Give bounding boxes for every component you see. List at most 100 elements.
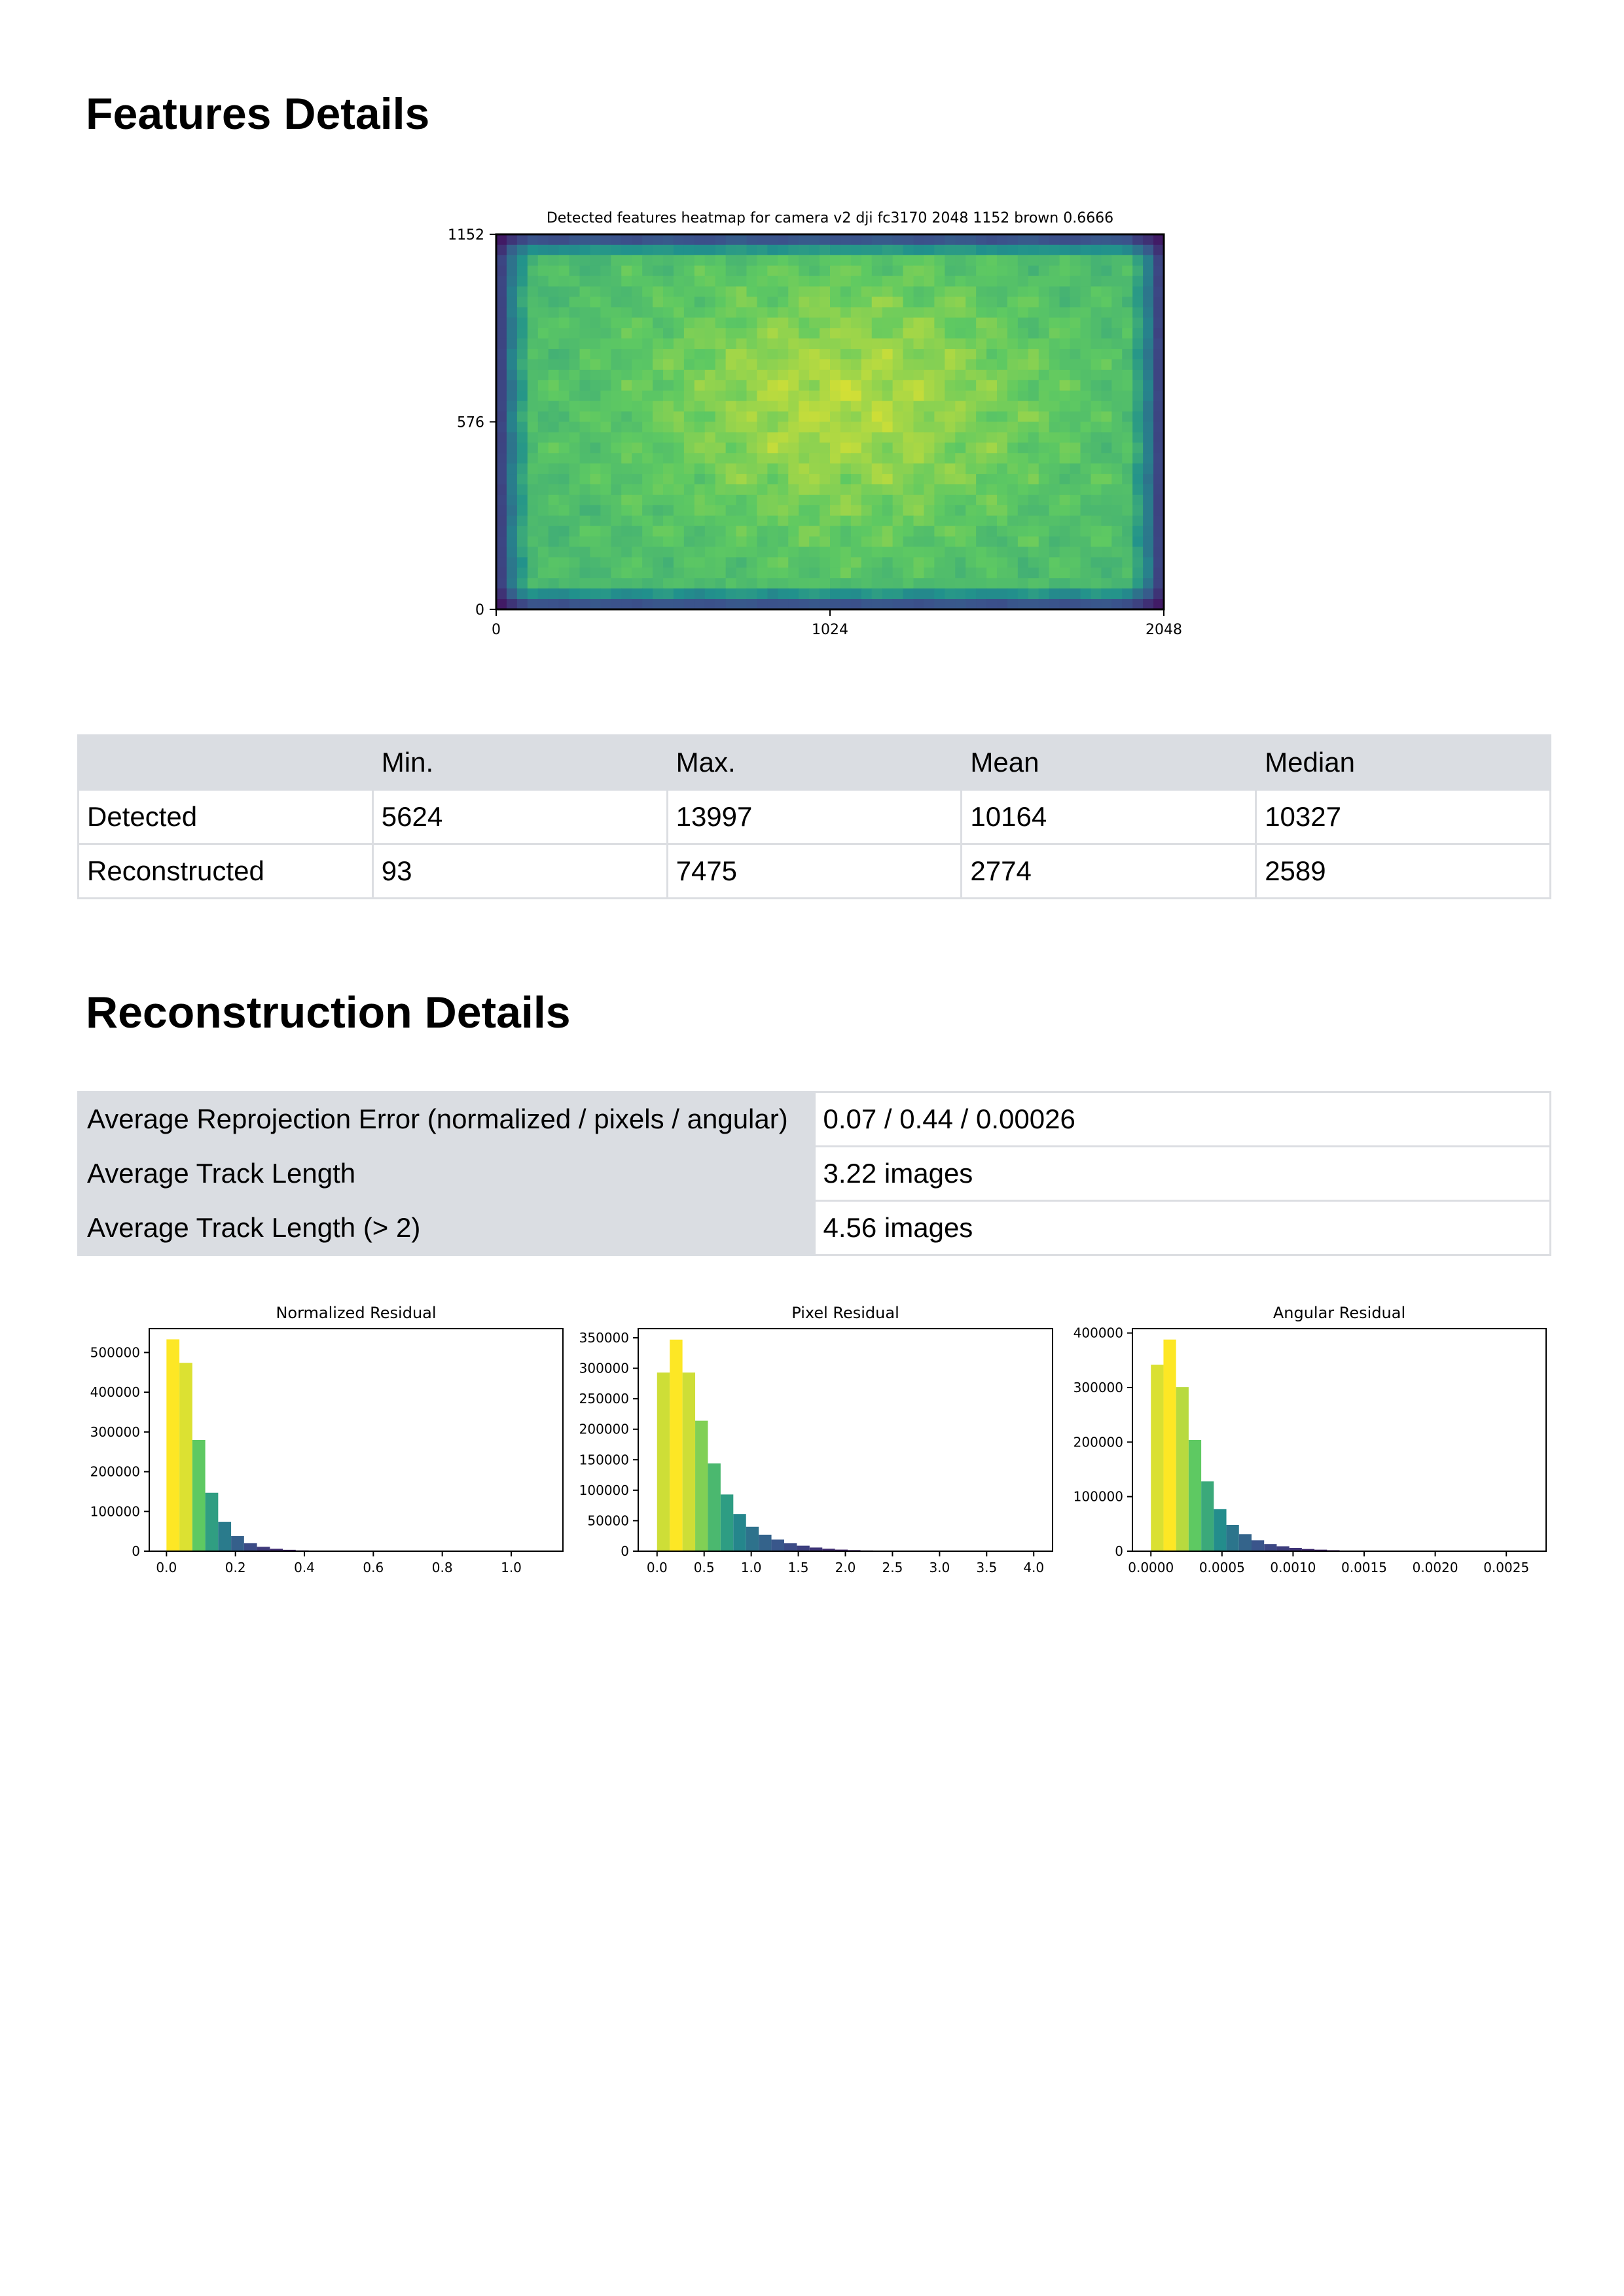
heatmap-cell: [799, 505, 810, 516]
heatmap-cell: [663, 453, 674, 464]
heatmap-cell: [1038, 578, 1050, 589]
table-header-cell: Mean: [960, 734, 1257, 791]
heatmap-cell: [788, 369, 799, 381]
heatmap-cell: [590, 422, 601, 433]
heatmap-cell: [600, 505, 611, 516]
heatmap-cell: [683, 526, 695, 537]
heatmap-cell: [1059, 442, 1071, 454]
heatmap-cell: [1059, 286, 1071, 298]
heatmap-cell: [1153, 380, 1164, 391]
heatmap-cell: [913, 317, 925, 329]
heatmap-cell: [882, 463, 893, 475]
heatmap-cell: [934, 296, 945, 308]
table-header-row: Min. Max. Mean Median: [77, 734, 1551, 791]
heatmap-cell: [934, 588, 945, 600]
heatmap-cell: [1153, 599, 1164, 610]
heatmap-cell: [1070, 276, 1081, 287]
heatmap-cell: [997, 442, 1008, 454]
heatmap-cell: [1017, 526, 1029, 537]
heatmap-cell: [882, 442, 893, 454]
heatmap-cell: [579, 338, 591, 350]
histogram-xtick-label: 0.0010: [1270, 1560, 1316, 1575]
heatmap-cell: [579, 265, 591, 277]
heatmap-cell: [820, 307, 831, 318]
heatmap-cell: [527, 359, 539, 370]
heatmap-cell: [736, 474, 748, 485]
heatmap-cell: [642, 349, 653, 360]
heatmap-cell: [632, 536, 643, 548]
heatmap-cell: [673, 234, 685, 245]
heatmap-cell: [1132, 255, 1144, 266]
heatmap-cell: [840, 442, 852, 454]
heatmap-cell: [1091, 411, 1102, 423]
heatmap-cell: [1017, 244, 1029, 256]
heatmap-cell: [757, 505, 768, 516]
heatmap-cell: [548, 526, 560, 537]
heatmap-cell: [1080, 390, 1092, 402]
heatmap-cell: [1122, 369, 1133, 381]
heatmap-cell: [1070, 380, 1081, 391]
heatmap-cell: [506, 442, 518, 454]
heatmap-cell: [882, 547, 893, 558]
heatmap-cell: [1143, 422, 1154, 433]
heatmap-cell: [704, 411, 716, 423]
heatmap-cell: [934, 255, 945, 266]
heatmap-cell: [516, 401, 528, 412]
heatmap-cell: [548, 422, 560, 433]
heatmap-cell: [840, 422, 852, 433]
heatmap-cell: [778, 276, 789, 287]
heatmap-cell: [746, 255, 758, 266]
heatmap-cell: [1007, 422, 1019, 433]
heatmap-cell: [673, 369, 685, 381]
heatmap-cell: [976, 474, 987, 485]
heatmap-cell: [1070, 328, 1081, 339]
heatmap-cell: [986, 432, 998, 443]
heatmap-cell: [1111, 494, 1123, 506]
heatmap-cell: [1111, 380, 1123, 391]
heatmap-cell: [683, 296, 695, 308]
heatmap-cell: [632, 442, 643, 454]
heatmap-cell: [1101, 286, 1112, 298]
heatmap-cell: [799, 234, 810, 245]
heatmap-cell: [537, 265, 549, 277]
heatmap-cell: [820, 557, 831, 568]
heatmap-cell: [746, 286, 758, 298]
heatmap-cell: [1101, 494, 1112, 506]
heatmap-cell: [527, 536, 539, 548]
heatmap-cell: [746, 401, 758, 412]
table-cell: 10164: [960, 789, 1257, 845]
heatmap-cell: [913, 463, 925, 475]
heatmap-cell: [642, 286, 653, 298]
heatmap-cell: [569, 526, 581, 537]
heatmap-cell: [663, 474, 674, 485]
heatmap-cell: [1059, 505, 1071, 516]
heatmap-cell: [537, 255, 549, 266]
heatmap-cell: [558, 401, 570, 412]
heatmap-cell: [506, 338, 518, 350]
heatmap-cell: [715, 557, 727, 568]
heatmap-cell: [653, 578, 664, 589]
table-header-cell: Min.: [371, 734, 668, 791]
heatmap-cell: [820, 536, 831, 548]
heatmap-cell: [1059, 578, 1071, 589]
heatmap-cell: [704, 432, 716, 443]
heatmap-cell: [653, 463, 664, 475]
heatmap-cell: [694, 515, 706, 527]
heatmap-cell: [945, 484, 956, 495]
heatmap-cell: [788, 317, 799, 329]
heatmap-cell: [1132, 307, 1144, 318]
heatmap-cell: [799, 390, 810, 402]
heatmap-cell: [548, 599, 560, 610]
heatmap-cell: [632, 296, 643, 308]
heatmap-cell: [683, 578, 695, 589]
heatmap-cell: [1122, 557, 1133, 568]
histogram-frame: [149, 1328, 564, 1552]
histogram-ytick-label: 200000: [579, 1422, 629, 1437]
table-row: Average Track Length 3.22 images: [77, 1145, 1551, 1202]
heatmap-cell: [600, 349, 611, 360]
heatmap-cell: [1101, 567, 1112, 579]
heatmap-cell: [986, 463, 998, 475]
heatmap-cell: [861, 401, 873, 412]
heatmap-cell: [840, 359, 852, 370]
heatmap-cell: [1049, 422, 1060, 433]
